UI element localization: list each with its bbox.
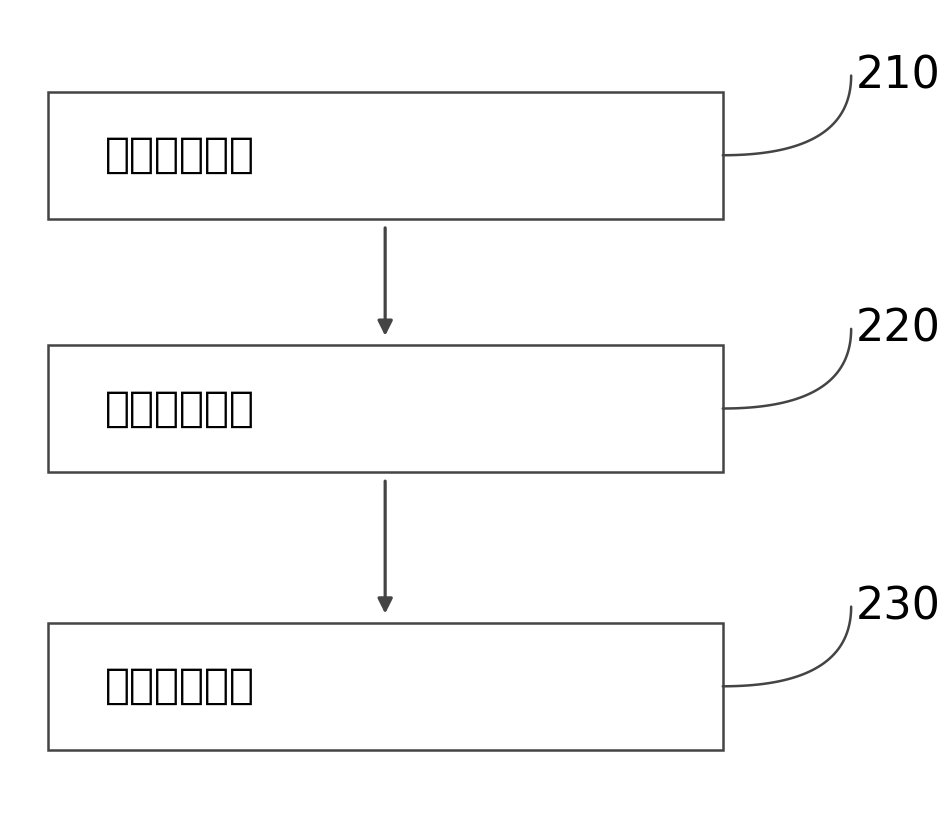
- Bar: [48, 346, 723, 472]
- Text: 模型构建单元: 模型构建单元: [105, 665, 255, 708]
- Text: 220: 220: [856, 307, 941, 350]
- Text: 变量投影单元: 变量投影单元: [105, 387, 255, 430]
- Bar: [48, 92, 723, 219]
- Text: 数据采集单元: 数据采集单元: [105, 134, 255, 176]
- Text: 210: 210: [856, 54, 941, 97]
- Text: 230: 230: [856, 585, 941, 628]
- Bar: [48, 623, 723, 750]
